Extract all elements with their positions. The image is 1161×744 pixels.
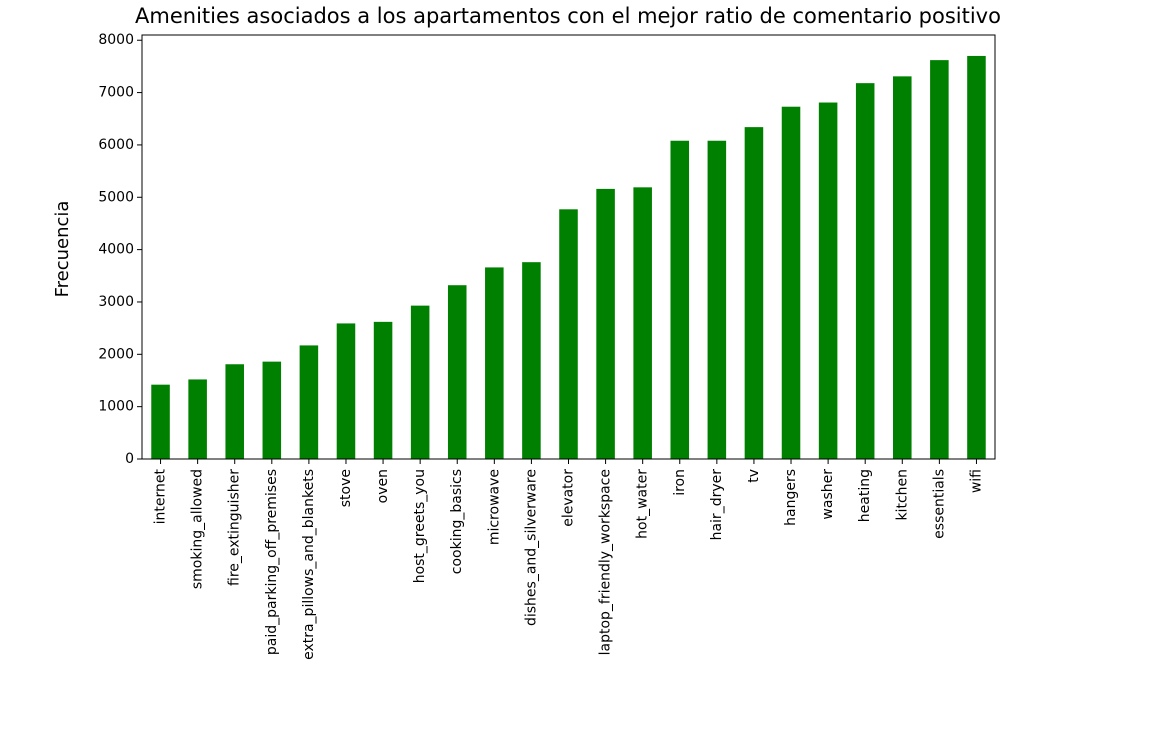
bar-dishes_and_silverware: [522, 262, 541, 459]
bar-essentials: [930, 60, 949, 460]
x-tick-label: iron: [672, 469, 688, 496]
x-tick-label: wifi: [968, 469, 984, 493]
x-axis-ticks: internet smoking_allowed fire_extinguisher…: [153, 459, 984, 660]
x-tick-label: kitchen: [894, 469, 910, 521]
y-axis-label: Frecuencia: [52, 201, 73, 298]
y-tick-label: 7000: [98, 85, 134, 101]
bar-hangers: [781, 106, 801, 460]
plot-frame: [141, 34, 996, 460]
bar-paid_parking_off_premises: [262, 361, 282, 459]
bar-heating: [855, 83, 875, 460]
x-tick-label: hot_water: [635, 469, 651, 539]
x-tick-label: oven: [375, 469, 391, 503]
x-tick-label: hangers: [783, 469, 799, 526]
bar-kitchen: [893, 76, 912, 459]
bar-cooking_basics: [447, 285, 467, 459]
x-tick-label: paid_parking_off_premises: [264, 469, 280, 655]
x-tick-label: essentials: [931, 469, 947, 539]
y-tick-label: 1000: [98, 399, 134, 415]
bar-washer: [818, 102, 838, 459]
bar-tv: [744, 127, 764, 460]
y-tick-label: 4000: [98, 242, 134, 258]
bar-smoking_allowed: [188, 379, 207, 459]
bar-hot_water: [633, 187, 652, 459]
y-tick-label: 3000: [98, 294, 134, 310]
x-tick-label: stove: [338, 469, 354, 507]
y-tick-label: 6000: [98, 137, 134, 153]
bar-hair_dryer: [707, 140, 727, 459]
x-tick-label: hair_dryer: [709, 469, 725, 541]
x-tick-label: smoking_allowed: [190, 469, 206, 589]
bar-iron: [670, 140, 690, 459]
bars-layer: [151, 55, 986, 460]
x-tick-label: cooking_basics: [449, 469, 465, 574]
bar-oven: [373, 321, 393, 459]
x-tick-label: laptop_friendly_workspace: [598, 469, 614, 655]
bar-wifi: [967, 55, 986, 460]
x-tick-label: microwave: [486, 469, 502, 545]
bar-extra_pillows_and_blankets: [299, 345, 319, 459]
bar-laptop_friendly_workspace: [596, 188, 615, 459]
x-tick-label: tv: [746, 469, 762, 483]
bar-microwave: [485, 267, 504, 459]
bar-host_greets_you: [410, 305, 430, 459]
x-tick-label: elevator: [561, 469, 577, 527]
bar-stove: [336, 323, 356, 459]
bar-internet: [151, 384, 170, 459]
y-tick-label: 5000: [98, 189, 134, 205]
y-axis-ticks: 0 1000 2000 3000 4000 5000 6000 7000 8000: [98, 32, 142, 467]
y-tick-label: 2000: [98, 346, 134, 362]
bar-elevator: [559, 209, 578, 459]
x-tick-label: extra_pillows_and_blankets: [301, 469, 317, 660]
x-tick-label: internet: [153, 468, 169, 524]
y-tick-label: 0: [125, 451, 134, 467]
x-tick-label: dishes_and_silverware: [523, 469, 539, 626]
x-tick-label: washer: [820, 469, 836, 520]
x-tick-label: heating: [857, 469, 873, 522]
y-tick-label: 8000: [98, 32, 134, 48]
x-tick-label: fire_extinguisher: [227, 469, 243, 586]
chart-title: Amenities asociados a los apartamentos c…: [135, 4, 1001, 28]
x-tick-label: host_greets_you: [412, 469, 428, 583]
bar-fire_extinguisher: [225, 364, 244, 459]
